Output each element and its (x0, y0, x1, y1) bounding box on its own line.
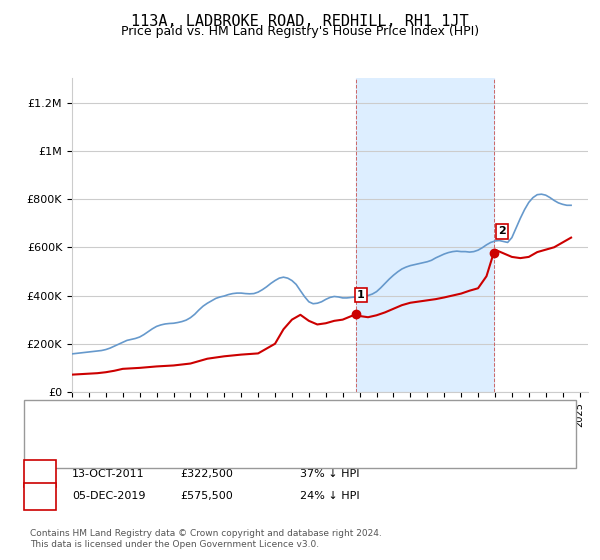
Text: 2: 2 (36, 491, 43, 501)
Text: £322,500: £322,500 (180, 469, 233, 479)
Text: 113A, LADBROKE ROAD, REDHILL, RH1 1JT (detached house): 113A, LADBROKE ROAD, REDHILL, RH1 1JT (d… (78, 415, 395, 425)
Text: Contains HM Land Registry data © Crown copyright and database right 2024.
This d: Contains HM Land Registry data © Crown c… (30, 529, 382, 549)
Text: £575,500: £575,500 (180, 491, 233, 501)
Text: 37% ↓ HPI: 37% ↓ HPI (300, 469, 359, 479)
Text: HPI: Average price, detached house, Reigate and Banstead: HPI: Average price, detached house, Reig… (78, 437, 386, 447)
Text: 13-OCT-2011: 13-OCT-2011 (72, 469, 145, 479)
Text: 05-DEC-2019: 05-DEC-2019 (72, 491, 146, 501)
Text: 1: 1 (36, 469, 43, 479)
Text: 1: 1 (357, 290, 365, 300)
Bar (356, 78, 494, 392)
Text: 24% ↓ HPI: 24% ↓ HPI (300, 491, 359, 501)
Text: Price paid vs. HM Land Registry's House Price Index (HPI): Price paid vs. HM Land Registry's House … (121, 25, 479, 38)
Text: 113A, LADBROKE ROAD, REDHILL, RH1 1JT: 113A, LADBROKE ROAD, REDHILL, RH1 1JT (131, 14, 469, 29)
Text: 2: 2 (498, 226, 506, 236)
